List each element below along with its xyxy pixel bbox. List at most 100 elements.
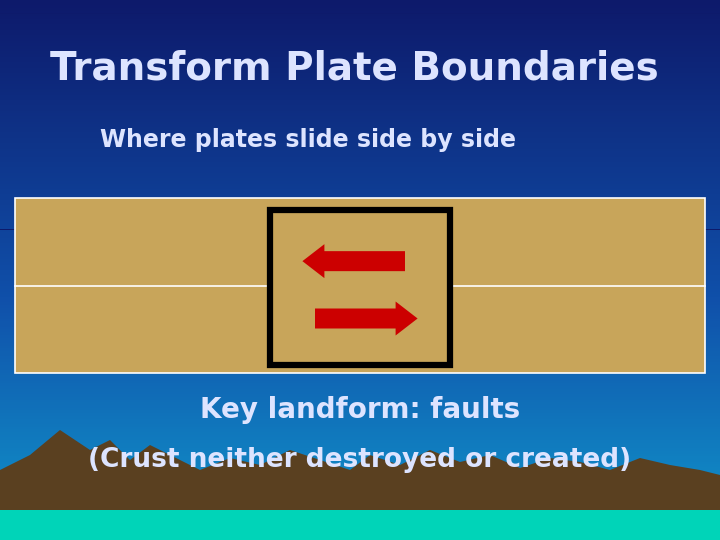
Bar <box>0 402 720 405</box>
Bar <box>0 364 720 367</box>
Bar <box>270 210 450 365</box>
Bar <box>0 502 720 505</box>
Bar <box>0 57 720 59</box>
Bar <box>0 248 720 251</box>
Bar <box>0 24 720 27</box>
Bar <box>0 400 720 402</box>
Bar <box>0 159 720 162</box>
Bar <box>0 97 720 100</box>
Bar <box>0 437 720 440</box>
Bar <box>0 481 720 483</box>
Bar <box>0 343 720 346</box>
Bar <box>0 138 720 140</box>
Bar <box>0 130 720 132</box>
Bar <box>0 354 720 356</box>
Bar <box>0 451 720 454</box>
Bar <box>0 281 720 284</box>
Bar <box>0 378 720 381</box>
Bar <box>0 521 720 524</box>
Bar <box>0 35 720 38</box>
Bar <box>0 319 720 321</box>
Bar <box>0 265 720 267</box>
Bar <box>0 351 720 354</box>
Bar <box>0 211 720 213</box>
Bar <box>0 483 720 486</box>
Bar <box>0 267 720 270</box>
Bar <box>0 356 720 359</box>
Bar <box>0 8 720 11</box>
Bar <box>0 381 720 383</box>
Bar <box>0 100 720 103</box>
Bar <box>0 178 720 181</box>
Bar <box>0 219 720 221</box>
Bar <box>0 143 720 146</box>
Bar <box>0 111 720 113</box>
Text: Key landform: faults: Key landform: faults <box>200 396 520 424</box>
Bar <box>0 359 720 362</box>
Bar <box>0 478 720 481</box>
Bar <box>0 526 720 529</box>
Bar <box>0 230 720 232</box>
Bar <box>0 467 720 470</box>
Bar <box>0 472 720 475</box>
Bar <box>0 462 720 464</box>
Bar <box>0 243 720 246</box>
Bar <box>0 154 720 157</box>
Bar <box>0 16 720 19</box>
Bar <box>0 0 720 3</box>
Bar <box>0 30 720 32</box>
Bar <box>0 321 720 324</box>
Bar <box>0 464 720 467</box>
Bar <box>0 470 720 472</box>
Bar <box>0 70 720 73</box>
Bar <box>0 456 720 459</box>
Bar <box>0 132 720 135</box>
Bar <box>0 427 720 429</box>
Bar <box>0 310 720 313</box>
Bar <box>0 213 720 216</box>
Bar <box>0 32 720 35</box>
Bar <box>0 76 720 78</box>
Bar <box>0 327 720 329</box>
Bar <box>0 348 720 351</box>
Bar <box>0 392 720 394</box>
Bar <box>0 302 720 305</box>
Bar <box>0 284 720 286</box>
FancyArrow shape <box>315 301 418 335</box>
Bar <box>0 508 720 510</box>
Bar <box>0 505 720 508</box>
Bar <box>0 94 720 97</box>
Bar <box>0 68 720 70</box>
Bar <box>0 270 720 273</box>
Bar <box>0 375 720 378</box>
Bar <box>0 162 720 165</box>
Bar <box>0 389 720 392</box>
Bar <box>0 524 720 526</box>
Bar <box>0 500 720 502</box>
Bar <box>0 43 720 46</box>
Bar <box>0 494 720 497</box>
Bar <box>0 224 720 227</box>
Bar <box>0 73 720 76</box>
Bar <box>0 127 720 130</box>
Bar <box>0 173 720 176</box>
Bar <box>0 194 720 197</box>
Bar <box>0 184 720 186</box>
Bar <box>0 259 720 262</box>
Bar <box>0 148 720 151</box>
Bar <box>0 254 720 256</box>
Bar <box>0 105 720 108</box>
Bar <box>0 113 720 116</box>
Bar <box>0 157 720 159</box>
Bar <box>0 324 720 327</box>
Bar <box>0 78 720 81</box>
Bar <box>0 146 720 148</box>
Bar <box>0 338 720 340</box>
Bar <box>0 289 720 292</box>
Bar <box>0 200 720 202</box>
Bar <box>0 489 720 491</box>
Bar <box>0 459 720 462</box>
Bar <box>0 332 720 335</box>
Bar <box>0 238 720 240</box>
Bar <box>0 408 720 410</box>
